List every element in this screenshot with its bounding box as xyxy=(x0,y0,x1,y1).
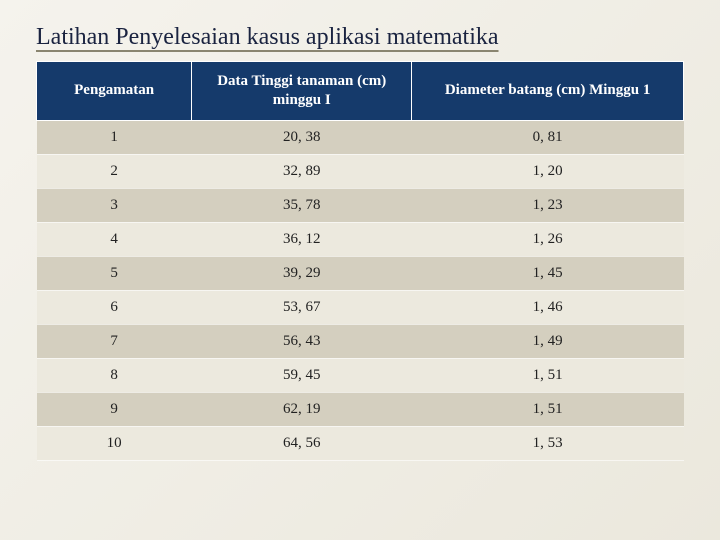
cell-tinggi: 64, 56 xyxy=(192,426,412,460)
table-row: 2 32, 89 1, 20 xyxy=(37,154,684,188)
cell-diameter: 1, 46 xyxy=(412,290,684,324)
cell-pengamatan: 10 xyxy=(37,426,192,460)
cell-pengamatan: 1 xyxy=(37,120,192,154)
cell-pengamatan: 6 xyxy=(37,290,192,324)
cell-tinggi: 53, 67 xyxy=(192,290,412,324)
table-row: 9 62, 19 1, 51 xyxy=(37,392,684,426)
table-row: 3 35, 78 1, 23 xyxy=(37,188,684,222)
table-row: 5 39, 29 1, 45 xyxy=(37,256,684,290)
table-row: 8 59, 45 1, 51 xyxy=(37,358,684,392)
data-table: Pengamatan Data Tinggi tanaman (cm) ming… xyxy=(36,61,684,461)
cell-diameter: 0, 81 xyxy=(412,120,684,154)
cell-tinggi: 59, 45 xyxy=(192,358,412,392)
cell-diameter: 1, 53 xyxy=(412,426,684,460)
cell-tinggi: 20, 38 xyxy=(192,120,412,154)
cell-pengamatan: 5 xyxy=(37,256,192,290)
cell-diameter: 1, 51 xyxy=(412,358,684,392)
page-title: Latihan Penyelesaian kasus aplikasi mate… xyxy=(36,24,684,51)
cell-diameter: 1, 45 xyxy=(412,256,684,290)
cell-diameter: 1, 23 xyxy=(412,188,684,222)
cell-tinggi: 62, 19 xyxy=(192,392,412,426)
cell-tinggi: 32, 89 xyxy=(192,154,412,188)
cell-tinggi: 35, 78 xyxy=(192,188,412,222)
data-table-container: Pengamatan Data Tinggi tanaman (cm) ming… xyxy=(36,61,684,461)
table-row: 1 20, 38 0, 81 xyxy=(37,120,684,154)
cell-diameter: 1, 49 xyxy=(412,324,684,358)
table-row: 10 64, 56 1, 53 xyxy=(37,426,684,460)
table-row: 4 36, 12 1, 26 xyxy=(37,222,684,256)
table-header-row: Pengamatan Data Tinggi tanaman (cm) ming… xyxy=(37,62,684,121)
cell-tinggi: 39, 29 xyxy=(192,256,412,290)
cell-pengamatan: 3 xyxy=(37,188,192,222)
cell-diameter: 1, 20 xyxy=(412,154,684,188)
cell-pengamatan: 9 xyxy=(37,392,192,426)
cell-diameter: 1, 51 xyxy=(412,392,684,426)
cell-pengamatan: 4 xyxy=(37,222,192,256)
cell-pengamatan: 7 xyxy=(37,324,192,358)
cell-diameter: 1, 26 xyxy=(412,222,684,256)
cell-pengamatan: 8 xyxy=(37,358,192,392)
table-row: 7 56, 43 1, 49 xyxy=(37,324,684,358)
cell-pengamatan: 2 xyxy=(37,154,192,188)
col-header-pengamatan: Pengamatan xyxy=(37,62,192,121)
table-row: 6 53, 67 1, 46 xyxy=(37,290,684,324)
cell-tinggi: 36, 12 xyxy=(192,222,412,256)
col-header-tinggi: Data Tinggi tanaman (cm) minggu I xyxy=(192,62,412,121)
col-header-diameter: Diameter batang (cm) Minggu 1 xyxy=(412,62,684,121)
cell-tinggi: 56, 43 xyxy=(192,324,412,358)
